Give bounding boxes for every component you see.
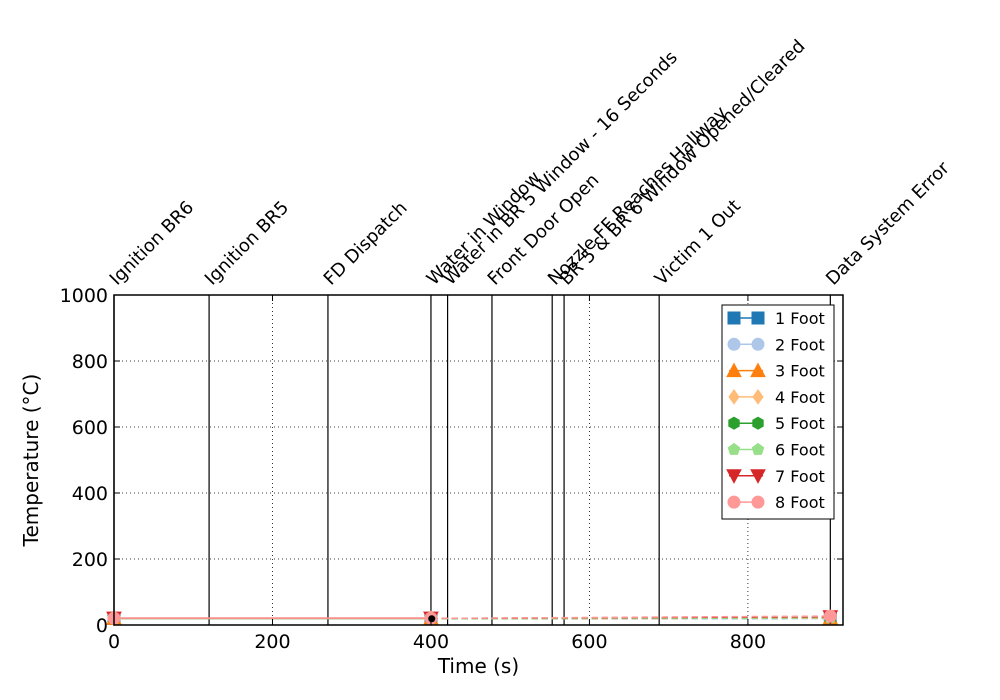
legend-marker-8-b: [751, 495, 765, 509]
event-label-3: Water in Window: [423, 167, 545, 289]
legend-marker-3-b: [750, 362, 766, 378]
event-label-8: Victim 1 Out: [651, 196, 745, 290]
legend-label-4: 4 Foot: [775, 388, 825, 407]
y-tick-label-2: 400: [72, 483, 108, 505]
event-label-9: Data System Error: [822, 157, 954, 289]
y-tick-label-3: 600: [72, 417, 108, 439]
legend-label-5: 5 Foot: [775, 414, 825, 433]
y-tick-label-0: 0: [96, 615, 108, 637]
event-label-2: FD Dispatch: [320, 198, 412, 290]
legend-marker-1-a: [727, 311, 741, 325]
legend-marker-5-a: [728, 416, 740, 430]
series-8: [107, 609, 837, 625]
x-tick-label-0: 0: [108, 631, 120, 653]
legend-marker-3-a: [726, 362, 742, 378]
event-lines: [113, 295, 831, 625]
y-axis-title: Temperature (°C): [19, 374, 43, 548]
legend-marker-2-a: [727, 337, 741, 351]
legend-marker-4-b: [752, 389, 764, 405]
x-tick-label-2: 400: [413, 631, 449, 653]
legend-label-3: 3 Foot: [775, 362, 825, 381]
plot-frame: [113, 294, 844, 626]
y-tick-label-4: 800: [72, 351, 108, 373]
axis-ticks: 0 200 400 600 800 0 200 400 600 800 1000: [60, 285, 843, 653]
x-axis-title: Time (s): [437, 654, 519, 678]
legend: 1 Foot 2 Foot 3 Foot 4 Foot 5 Foot 6 Foot 7 Fo…: [721, 304, 835, 520]
event-label-4: Water in BR 5 Window - 16 Seconds: [439, 47, 682, 290]
y-tick-label-5: 1000: [60, 285, 108, 307]
event-labels: Ignition BR6 Ignition BR5 FD Dispatch Water…: [106, 36, 955, 290]
legend-marker-6-b: [751, 442, 765, 455]
legend-label-1: 1 Foot: [775, 309, 825, 328]
legend-label-2: 2 Foot: [775, 335, 825, 354]
legend-label-7: 7 Foot: [775, 467, 825, 486]
event-label-1: Ignition BR5: [201, 197, 293, 289]
x-tick-label-3: 600: [571, 631, 607, 653]
series-8-dashed-line: [431, 615, 831, 620]
legend-marker-7-b: [750, 469, 766, 484]
legend-marker-6-a: [727, 442, 741, 455]
event-point-marker: [428, 615, 436, 623]
x-tick-label-1: 200: [254, 631, 290, 653]
legend-marker-4-a: [728, 389, 740, 405]
legend-marker-2-b: [751, 337, 765, 351]
x-tick-label-4: 800: [730, 631, 766, 653]
y-tick-label-1: 200: [72, 549, 108, 571]
legend-marker-8-a: [727, 495, 741, 509]
legend-marker-1-b: [751, 311, 765, 325]
legend-frame: [721, 304, 835, 520]
legend-marker-7-a: [726, 469, 742, 484]
data-series: [106, 609, 839, 627]
series-6-dashed-line: [431, 616, 831, 620]
legend-marker-5-b: [752, 416, 764, 430]
legend-label-8: 8 Foot: [775, 493, 825, 512]
legend-label-6: 6 Foot: [775, 441, 825, 460]
series-8-point-3: [823, 609, 837, 623]
event-label-0: Ignition BR6: [106, 197, 198, 289]
